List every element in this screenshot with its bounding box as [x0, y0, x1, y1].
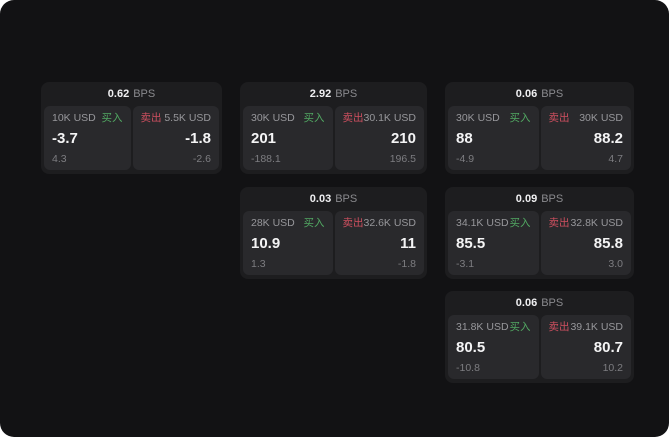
- bps-unit: BPS: [541, 88, 564, 100]
- sell-panel[interactable]: 卖出 5.5K USD -1.8 -2.6: [132, 106, 219, 170]
- buy-label: 买入: [509, 321, 531, 333]
- sell-delta: 10.2: [602, 361, 623, 374]
- buy-amount: 30K USD: [456, 112, 500, 124]
- buy-price: 201: [251, 130, 277, 147]
- sell-label: 卖出: [342, 217, 364, 229]
- bps-value: 2.92: [309, 88, 332, 100]
- sell-delta: -1.8: [397, 257, 416, 270]
- bps-value: 0.06: [515, 297, 538, 309]
- buy-label: 买入: [509, 112, 531, 124]
- sell-amount: 30.1K USD: [363, 112, 417, 124]
- sell-panel[interactable]: 卖出 32.8K USD 85.8 3.0: [540, 211, 631, 275]
- quote-card: 2.92 BPS 30K USD 买入 201 -188.1 卖出 30.1K …: [240, 82, 427, 174]
- quote-panels: 30K USD 买入 201 -188.1 卖出 30.1K USD 210 1…: [243, 106, 424, 170]
- quote-panels: 31.8K USD 买入 80.5 -10.8 卖出 39.1K USD 80.…: [448, 315, 631, 379]
- sell-price: 85.8: [593, 235, 623, 252]
- sell-price: -1.8: [185, 130, 211, 147]
- buy-amount: 28K USD: [251, 217, 295, 229]
- buy-panel[interactable]: 10K USD 买入 -3.7 4.3: [44, 106, 131, 170]
- buy-price: 85.5: [456, 235, 486, 252]
- buy-delta: -3.1: [456, 257, 475, 270]
- buy-amount: 30K USD: [251, 112, 295, 124]
- bps-value: 0.03: [309, 193, 332, 205]
- card-header: 0.09 BPS: [448, 187, 631, 211]
- buy-delta: -4.9: [456, 152, 475, 165]
- buy-delta: -188.1: [251, 152, 281, 165]
- buy-price: 80.5: [456, 339, 486, 356]
- quote-card: 0.03 BPS 28K USD 买入 10.9 1.3 卖出 32.6K US…: [240, 187, 427, 279]
- sell-label: 卖出: [548, 217, 570, 229]
- sell-amount: 30K USD: [579, 112, 623, 124]
- buy-panel[interactable]: 28K USD 买入 10.9 1.3: [243, 211, 333, 275]
- buy-amount: 31.8K USD: [456, 321, 509, 333]
- card-header: 2.92 BPS: [243, 82, 424, 106]
- quote-card: 0.09 BPS 34.1K USD 买入 85.5 -3.1 卖出 32.8K…: [445, 187, 634, 279]
- sell-price: 11: [400, 235, 416, 252]
- bps-unit: BPS: [541, 193, 564, 205]
- bps-unit: BPS: [133, 88, 156, 100]
- quote-panels: 28K USD 买入 10.9 1.3 卖出 32.6K USD 11 -1.8: [243, 211, 424, 275]
- sell-delta: 4.7: [608, 152, 623, 165]
- sell-panel[interactable]: 卖出 39.1K USD 80.7 10.2: [540, 315, 631, 379]
- card-header: 0.06 BPS: [448, 291, 631, 315]
- buy-panel[interactable]: 31.8K USD 买入 80.5 -10.8: [448, 315, 539, 379]
- sell-panel[interactable]: 卖出 30.1K USD 210 196.5: [334, 106, 424, 170]
- buy-label: 买入: [303, 217, 325, 229]
- card-header: 0.03 BPS: [243, 187, 424, 211]
- sell-label: 卖出: [548, 112, 570, 124]
- buy-panel[interactable]: 34.1K USD 买入 85.5 -3.1: [448, 211, 539, 275]
- buy-price: 88: [456, 130, 473, 147]
- sell-price: 80.7: [593, 339, 623, 356]
- card-header: 0.06 BPS: [448, 82, 631, 106]
- card-header: 0.62 BPS: [44, 82, 219, 106]
- sell-panel[interactable]: 卖出 32.6K USD 11 -1.8: [334, 211, 424, 275]
- sell-label: 卖出: [548, 321, 570, 333]
- quote-card: 0.06 BPS 30K USD 买入 88 -4.9 卖出 30K USD 8…: [445, 82, 634, 174]
- bps-value: 0.62: [107, 88, 130, 100]
- buy-amount: 10K USD: [52, 112, 96, 124]
- buy-amount: 34.1K USD: [456, 217, 509, 229]
- sell-price: 210: [390, 130, 416, 147]
- quote-card: 0.62 BPS 10K USD 买入 -3.7 4.3 卖出 5.5K USD…: [41, 82, 222, 174]
- buy-price: -3.7: [52, 130, 78, 147]
- quote-panels: 34.1K USD 买入 85.5 -3.1 卖出 32.8K USD 85.8…: [448, 211, 631, 275]
- buy-panel[interactable]: 30K USD 买入 201 -188.1: [243, 106, 333, 170]
- sell-delta: 196.5: [389, 152, 416, 165]
- bps-unit: BPS: [541, 297, 564, 309]
- buy-label: 买入: [101, 112, 123, 124]
- sell-panel[interactable]: 卖出 30K USD 88.2 4.7: [540, 106, 631, 170]
- bps-value: 0.09: [515, 193, 538, 205]
- sell-delta: 3.0: [608, 257, 623, 270]
- quote-panels: 10K USD 买入 -3.7 4.3 卖出 5.5K USD -1.8 -2.…: [44, 106, 219, 170]
- buy-label: 买入: [303, 112, 325, 124]
- sell-label: 卖出: [342, 112, 364, 124]
- quote-panels: 30K USD 买入 88 -4.9 卖出 30K USD 88.2 4.7: [448, 106, 631, 170]
- buy-delta: 4.3: [52, 152, 67, 165]
- sell-amount: 39.1K USD: [570, 321, 623, 333]
- bps-unit: BPS: [335, 193, 358, 205]
- sell-amount: 32.8K USD: [570, 217, 623, 229]
- bps-unit: BPS: [335, 88, 358, 100]
- buy-delta: 1.3: [251, 257, 266, 270]
- sell-delta: -2.6: [192, 152, 211, 165]
- sell-amount: 5.5K USD: [164, 112, 211, 124]
- buy-label: 买入: [509, 217, 531, 229]
- buy-panel[interactable]: 30K USD 买入 88 -4.9: [448, 106, 539, 170]
- sell-price: 88.2: [593, 130, 623, 147]
- buy-price: 10.9: [251, 235, 281, 252]
- sell-amount: 32.6K USD: [363, 217, 417, 229]
- bps-value: 0.06: [515, 88, 538, 100]
- sell-label: 卖出: [140, 112, 162, 124]
- quote-card: 0.06 BPS 31.8K USD 买入 80.5 -10.8 卖出 39.1…: [445, 291, 634, 383]
- buy-delta: -10.8: [456, 361, 480, 374]
